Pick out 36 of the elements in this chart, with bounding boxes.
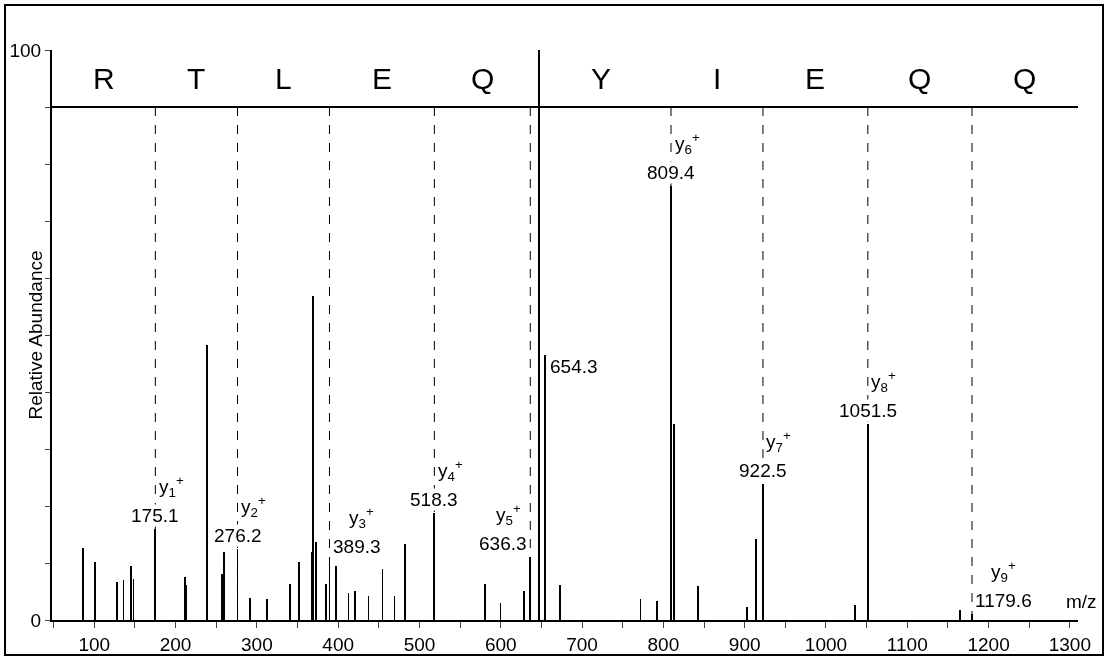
x-tick-label: 900 <box>728 633 761 655</box>
annotation: Q <box>1013 62 1037 95</box>
x-tick-label: 1000 <box>804 633 848 655</box>
annotation: 389.3 <box>333 536 381 557</box>
x-tick-label: 400 <box>322 633 355 655</box>
annotation: E <box>372 62 393 95</box>
x-tick-label: 1300 <box>1048 633 1092 655</box>
x-tick-label: 600 <box>484 633 517 655</box>
annotation: R <box>93 62 115 95</box>
x-tick-label: 700 <box>566 633 598 655</box>
annotation: 1179.6 <box>975 590 1032 611</box>
x-tick-label: 100 <box>78 633 111 655</box>
annotation: 276.2 <box>214 525 262 546</box>
x-tick-label: 200 <box>159 633 192 655</box>
annotation: 175.1 <box>131 505 179 526</box>
x-tick-label: 500 <box>403 633 436 655</box>
annotation: 922.5 <box>739 460 787 481</box>
annotation: E <box>805 62 826 95</box>
annotation: 518.3 <box>410 489 458 510</box>
annotation: Q <box>471 62 495 95</box>
x-tick-label: 1200 <box>967 633 1010 655</box>
y-tick-label: 0 <box>30 609 42 631</box>
x-tick-label: 300 <box>241 633 273 655</box>
annotation: 654.3 <box>550 356 598 377</box>
x-tick-label: 800 <box>647 633 680 655</box>
y-axis-title: Relative Abundance <box>24 250 46 420</box>
annotation: 1051.5 <box>839 400 898 421</box>
annotation: T <box>187 62 206 95</box>
annotation: 809.4 <box>647 162 695 183</box>
annotation: Y <box>591 62 612 95</box>
x-tick-label: 1100 <box>886 633 928 655</box>
annotation: Q <box>908 62 932 95</box>
annotation: 636.3 <box>479 533 527 554</box>
x-axis-title: m/z <box>1066 591 1097 612</box>
annotation: L <box>275 62 292 95</box>
annotation: I <box>713 62 722 95</box>
